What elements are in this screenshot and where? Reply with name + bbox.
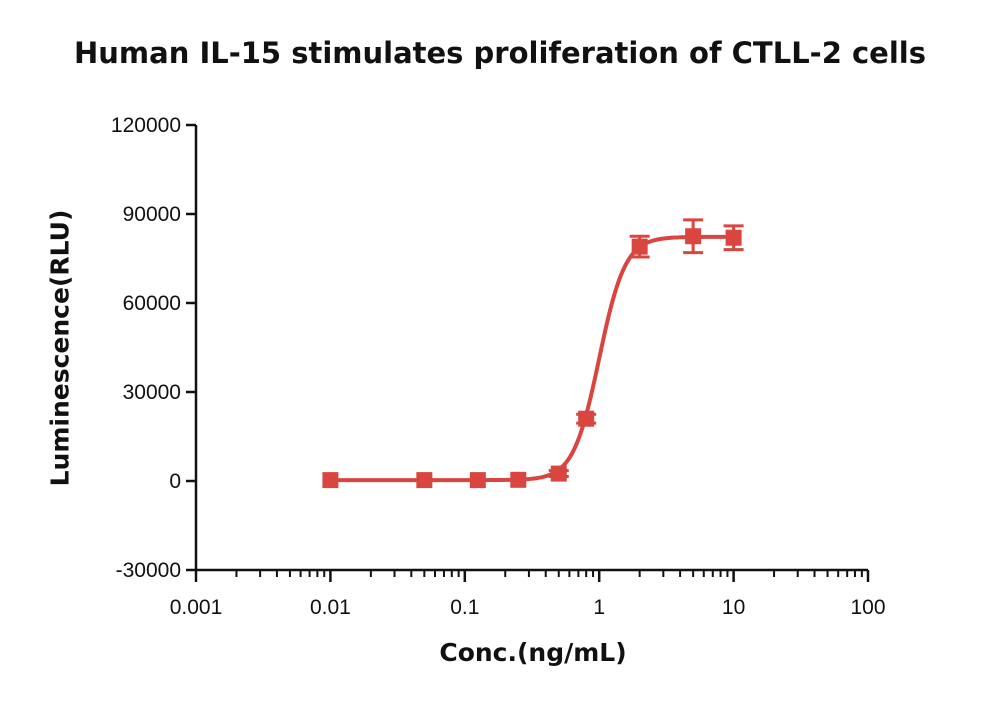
x-tick-label: 100 xyxy=(850,596,885,619)
x-tick-label: 0.01 xyxy=(310,596,351,619)
data-point xyxy=(550,465,567,482)
y-tick-label: 60000 xyxy=(123,292,181,315)
x-tick-label: 1 xyxy=(593,596,605,619)
data-point xyxy=(725,229,742,246)
x-tick-label: 0.001 xyxy=(170,596,223,619)
axes xyxy=(194,125,868,572)
y-tick-label: 120000 xyxy=(111,114,181,137)
data-point xyxy=(322,472,339,489)
data-point xyxy=(578,410,595,427)
data-point xyxy=(631,238,648,255)
data-point xyxy=(685,228,702,245)
x-axis-ticks: 0.001 0.01 0.1 1 10 100 xyxy=(170,570,886,619)
x-tick-label: 0.1 xyxy=(450,596,479,619)
y-tick-label: -30000 xyxy=(116,559,181,582)
data-point xyxy=(469,472,486,489)
chart-title: Human IL-15 stimulates proliferation of … xyxy=(74,36,926,70)
y-tick-label: 90000 xyxy=(123,203,181,226)
x-tick-label: 10 xyxy=(722,596,745,619)
y-tick-label: 30000 xyxy=(123,381,181,404)
data-point xyxy=(510,471,527,488)
y-axis-ticks: -30000 0 30000 60000 90000 120000 xyxy=(111,114,196,582)
fit-curve xyxy=(330,234,734,483)
fit-curve-group xyxy=(330,234,734,483)
data-points xyxy=(322,218,744,489)
data-point xyxy=(416,472,433,489)
y-tick-label: 0 xyxy=(169,470,181,493)
x-axis-label: Conc.(ng/mL) xyxy=(439,638,627,667)
